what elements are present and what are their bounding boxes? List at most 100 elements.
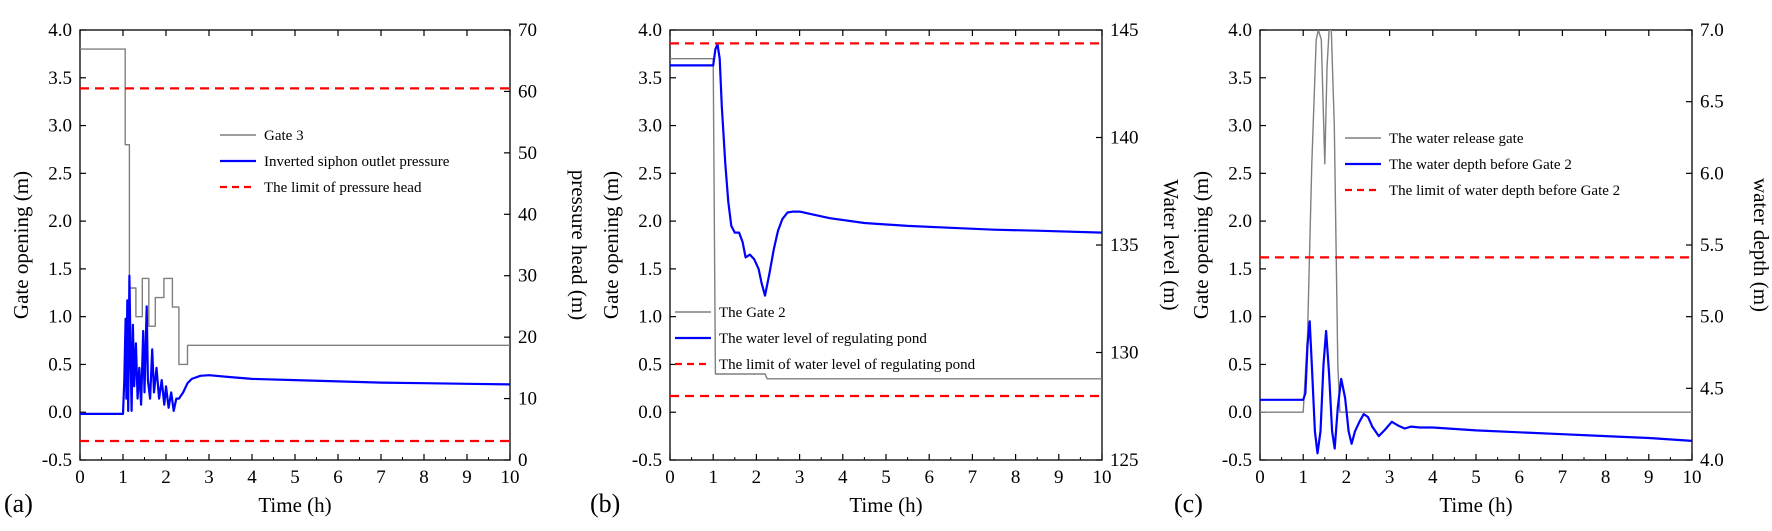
y-tick-label: 3.5 [48, 68, 72, 89]
y-tick-label: 2.5 [638, 163, 662, 184]
x-axis-label: Time (h) [1439, 493, 1512, 517]
y-tick-label: 4.0 [638, 20, 662, 41]
panel-b: 0 1 2 3 4 5 6 7 8 9 10 -0.5 0.0 0.5 1.0 1.5 2.0 2.5 3.0 3.5… [590, 20, 1183, 518]
y-tick-label: 4.0 [48, 20, 72, 41]
x-tick-label: 7 [376, 467, 386, 488]
x-tick-label: 4 [1428, 467, 1438, 488]
y-tick-label: 1.0 [1228, 307, 1252, 328]
y-tick-label: 0.5 [1228, 354, 1252, 375]
plot-frame [1259, 29, 1693, 461]
x-tick-label: 7 [1558, 467, 1568, 488]
plot-frame [79, 29, 511, 461]
panel-label: (c) [1174, 489, 1203, 518]
legend-label: The limit of water level of regulating p… [719, 357, 976, 373]
y2-tick-label: 140 [1110, 128, 1139, 149]
y-tick-label: -0.5 [1222, 450, 1252, 471]
x-tick-label: 3 [204, 467, 214, 488]
y2-tick-label: 40 [518, 204, 537, 225]
legend-label: The water depth before Gate 2 [1389, 157, 1572, 173]
x-tick-label: 10 [501, 467, 520, 488]
y2-tick-label: 50 [518, 143, 537, 164]
y-tick-label: 1.5 [638, 259, 662, 280]
x-tick-label: 8 [1601, 467, 1611, 488]
series-line-gate [80, 48, 510, 366]
y-tick-label: 2.5 [1228, 163, 1252, 184]
series-group [670, 42, 1102, 398]
y2-tick-label: 70 [518, 20, 537, 41]
y2-tick-label: 5.0 [1700, 307, 1724, 328]
y-tick-label: 2.0 [1228, 211, 1252, 232]
y-tick-label: 1.5 [48, 259, 72, 280]
y-tick-label: 0.0 [1228, 402, 1252, 423]
y2-tick-label: 125 [1110, 450, 1139, 471]
legend-label: The limit of pressure head [264, 180, 422, 196]
x-tick-label: 4 [838, 467, 848, 488]
y-tick-label: 3.5 [638, 68, 662, 89]
x-tick-label: 5 [1471, 467, 1481, 488]
series-line-gate [670, 58, 1102, 380]
x-tick-label: 9 [1644, 467, 1654, 488]
x-tick-label: 6 [1514, 467, 1524, 488]
panel-label: (b) [590, 489, 620, 518]
y2-tick-label: 20 [518, 327, 537, 348]
y-tick-label: 3.0 [638, 116, 662, 137]
x-tick-label: 0 [1255, 467, 1265, 488]
y-tick-label: 3.5 [1228, 68, 1252, 89]
series-line-gate [1260, 30, 1692, 413]
x-tick-label: 9 [462, 467, 472, 488]
y-tick-label: 2.0 [48, 211, 72, 232]
panel-a: 0 1 2 3 4 5 6 7 8 9 10 -0.5 0.0 0.5 1.0 1.5 2.0 2.5 3.0 3.5… [4, 20, 591, 518]
x-tick-label: 6 [924, 467, 934, 488]
series-line-series [80, 274, 510, 415]
x-tick-label: 8 [419, 467, 429, 488]
panel-c: 0 1 2 3 4 5 6 7 8 9 10 -0.5 0.0 0.5 1.0 1.5 2.0 2.5 3.0 3.5… [1174, 20, 1772, 518]
x-tick-label: 1 [708, 467, 718, 488]
y-axis-label: Gate opening (m) [599, 171, 623, 319]
legend-label: The water release gate [1389, 131, 1524, 147]
y2-tick-label: 7.0 [1700, 20, 1724, 41]
series-group [80, 48, 510, 443]
x-tick-label: 6 [333, 467, 343, 488]
y-tick-label: 0.5 [48, 354, 72, 375]
x-axis-label: Time (h) [849, 493, 922, 517]
y-tick-label: 3.0 [1228, 116, 1252, 137]
y-tick-label: 2.5 [48, 163, 72, 184]
y2-tick-label: 6.5 [1700, 92, 1724, 113]
x-tick-label: 1 [1298, 467, 1308, 488]
x-tick-label: 1 [118, 467, 128, 488]
legend-label: The Gate 2 [719, 305, 786, 321]
legend-label: The limit of water depth before Gate 2 [1389, 183, 1620, 199]
y2-tick-label: 60 [518, 81, 537, 102]
y2-tick-label: 4.5 [1700, 378, 1724, 399]
x-axis-label: Time (h) [258, 493, 331, 517]
y-axis-label: Gate opening (m) [1189, 171, 1213, 319]
y2-axis-label: Water level (m) [1159, 179, 1183, 310]
x-tick-label: 3 [795, 467, 805, 488]
series-line-series [1260, 320, 1692, 455]
y-tick-label: 3.0 [48, 116, 72, 137]
panel-label: (a) [4, 489, 33, 518]
y-tick-label: 4.0 [1228, 20, 1252, 41]
y2-axis-label: water depth (m) [1749, 178, 1772, 312]
x-tick-label: 0 [75, 467, 85, 488]
y2-tick-label: 30 [518, 266, 537, 287]
y-tick-label: 1.5 [1228, 259, 1252, 280]
y-tick-label: 2.0 [638, 211, 662, 232]
y-tick-label: -0.5 [632, 450, 662, 471]
y2-axis-label: pressure head (m) [567, 170, 591, 320]
y2-tick-label: 10 [518, 389, 537, 410]
y-tick-label: 0.0 [48, 402, 72, 423]
y-axis-label: Gate opening (m) [9, 171, 33, 319]
x-tick-label: 4 [247, 467, 257, 488]
y-tick-label: 0.0 [638, 402, 662, 423]
x-tick-label: 3 [1385, 467, 1395, 488]
y2-tick-label: 0 [518, 450, 528, 471]
y-tick-label: 0.5 [638, 354, 662, 375]
y-tick-label: 1.0 [638, 307, 662, 328]
y2-tick-label: 4.0 [1700, 450, 1724, 471]
y2-tick-label: 5.5 [1700, 235, 1724, 256]
x-tick-label: 10 [1093, 467, 1112, 488]
x-tick-label: 2 [1342, 467, 1352, 488]
x-tick-label: 2 [752, 467, 762, 488]
